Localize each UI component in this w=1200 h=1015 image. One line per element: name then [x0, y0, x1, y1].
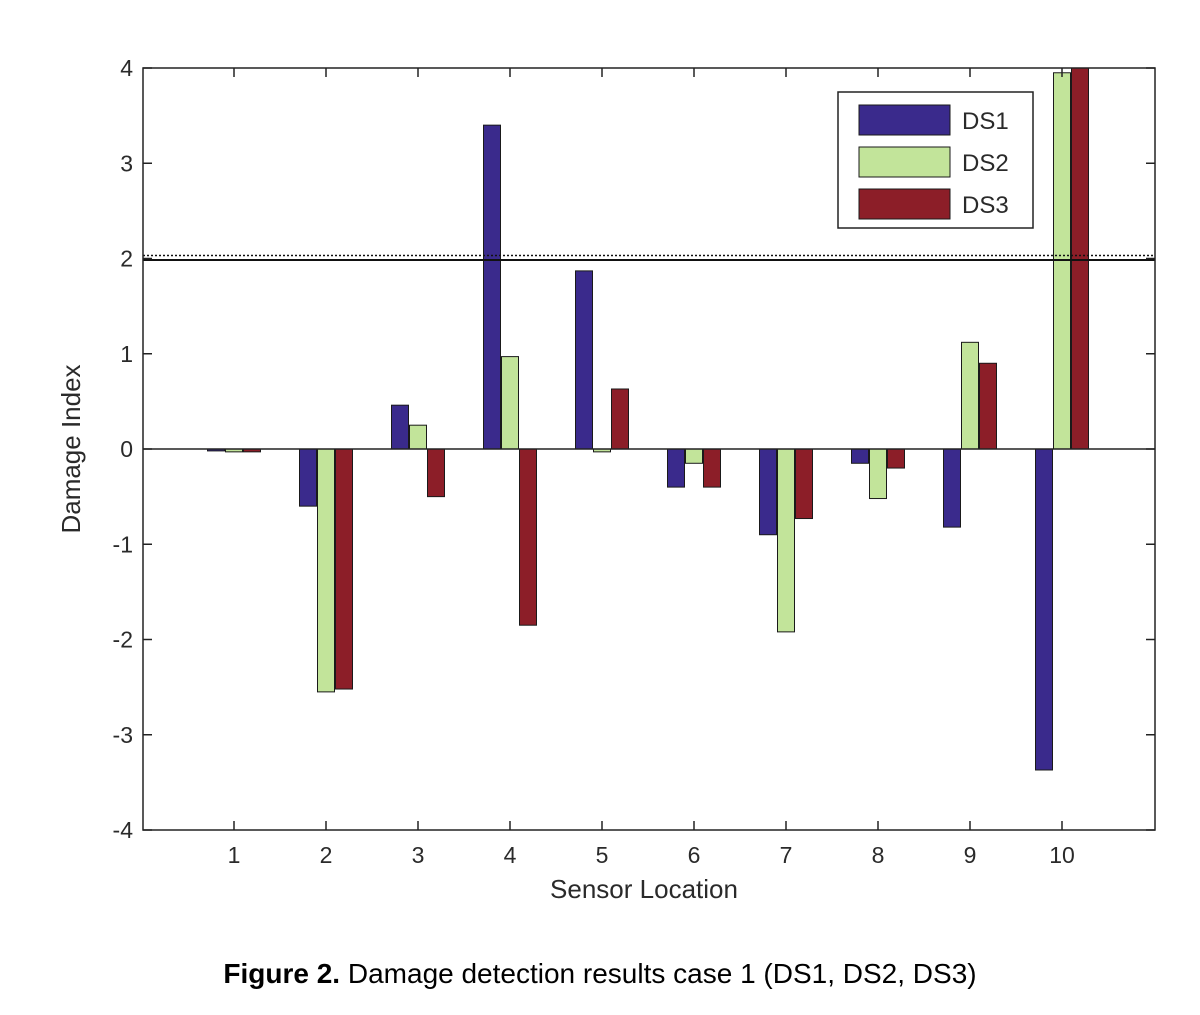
- bar-ds2-sensor-7: [777, 448, 795, 633]
- bar-ds1-sensor-10: [1035, 448, 1053, 771]
- bar-ds3-sensor-2: [335, 448, 353, 690]
- x-tick-label: 3: [412, 842, 425, 868]
- caption-text: Damage detection results case 1 (DS1, DS…: [340, 958, 977, 989]
- bar-ds3-sensor-3: [427, 448, 445, 498]
- bar-ds2-sensor-6: [685, 448, 703, 464]
- caption-label: Figure 2.: [223, 958, 341, 989]
- bar-ds3-sensor-4: [519, 448, 537, 626]
- bar-ds1-sensor-5: [575, 270, 593, 450]
- bar-ds1-sensor-8: [851, 448, 869, 464]
- bar-ds2-sensor-8: [869, 448, 887, 500]
- x-tick-label: 2: [320, 842, 333, 868]
- y-tick-label: 3: [120, 150, 133, 176]
- x-tick-label: 8: [872, 842, 885, 868]
- bar-ds3-sensor-6: [703, 448, 721, 488]
- legend-label-ds1: DS1: [962, 108, 1009, 135]
- x-tick-label: 5: [596, 842, 609, 868]
- legend: DS1 DS2 DS3: [837, 91, 1034, 229]
- x-tick-label: 6: [688, 842, 701, 868]
- x-tick-label: 1: [228, 842, 241, 868]
- legend-swatch-ds3: [858, 188, 951, 220]
- y-tick-label: 0: [120, 436, 133, 462]
- bar-ds2-sensor-2: [317, 448, 335, 693]
- bar-ds3-sensor-10: [1071, 67, 1089, 450]
- bar-ds3-sensor-9: [979, 362, 997, 450]
- bar-ds1-sensor-3: [391, 404, 409, 450]
- y-tick-label: -1: [113, 531, 133, 557]
- x-tick-label: 9: [964, 842, 977, 868]
- bar-ds1-sensor-2: [299, 448, 317, 507]
- bar-ds1-sensor-6: [667, 448, 685, 488]
- y-axis-title: Damage Index: [56, 364, 86, 533]
- x-tick-label: 7: [780, 842, 793, 868]
- y-tick-label: -3: [113, 722, 133, 748]
- bar-ds2-sensor-4: [501, 356, 519, 450]
- figure-caption: Figure 2. Damage detection results case …: [0, 958, 1200, 990]
- y-tick-label: 4: [120, 55, 133, 81]
- x-tick-label: 10: [1049, 842, 1075, 868]
- y-tick-label: 2: [120, 246, 133, 272]
- y-tick-label: -2: [113, 627, 133, 653]
- bar-ds1-sensor-9: [943, 448, 961, 528]
- legend-label-ds2: DS2: [962, 150, 1009, 177]
- legend-label-ds3: DS3: [962, 192, 1009, 219]
- bar-ds2-sensor-9: [961, 341, 979, 450]
- bar-ds3-sensor-5: [611, 388, 629, 450]
- bar-ds3-sensor-7: [795, 448, 813, 520]
- bar-ds1-sensor-7: [759, 448, 777, 536]
- legend-swatch-ds2: [858, 146, 951, 178]
- x-axis-title: Sensor Location: [550, 874, 738, 904]
- bar-ds1-sensor-4: [483, 124, 501, 450]
- y-tick-label: -4: [113, 817, 134, 843]
- bar-ds3-sensor-8: [887, 448, 905, 469]
- bar-ds2-sensor-3: [409, 424, 427, 450]
- x-tick-label: 4: [504, 842, 517, 868]
- bar-chart: -4 -3 -2 -1 0 1 2 3 4 1 2 3 4 5 6 7 8 9 10 Sensor Location D…: [56, 55, 1156, 904]
- legend-swatch-ds1: [858, 104, 951, 136]
- y-tick-label: 1: [120, 341, 133, 367]
